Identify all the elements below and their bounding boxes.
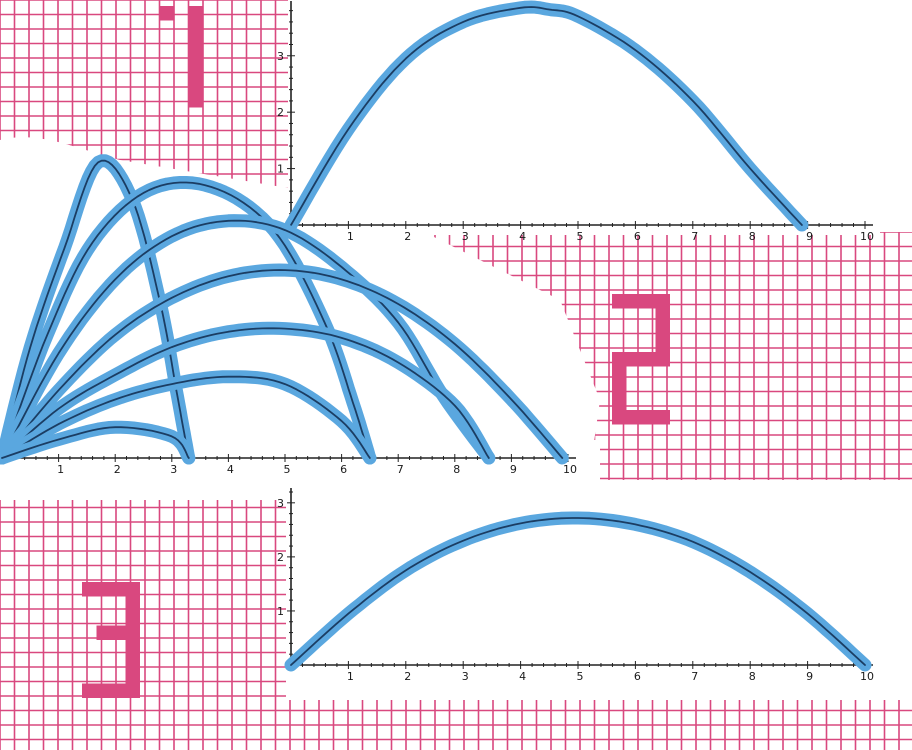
digit-cell: [96, 582, 111, 597]
digit-cell: [612, 366, 627, 381]
series-7-curve: [1, 426, 190, 459]
x-tick-label: 9: [806, 230, 813, 243]
digit-cell: [125, 611, 140, 626]
digit-cell: [612, 395, 627, 410]
x-tick-label: 4: [519, 670, 526, 683]
x-tick-label: 5: [284, 463, 291, 476]
x-tick-label: 9: [510, 463, 517, 476]
x-tick-label: 10: [860, 230, 874, 243]
digit-cell: [125, 683, 140, 698]
x-tick-label: 8: [453, 463, 460, 476]
x-tick-label: 4: [519, 230, 526, 243]
digit-cell: [96, 683, 111, 698]
digit-cell: [641, 352, 656, 367]
digit-two: [612, 294, 670, 425]
x-tick-label: 5: [577, 230, 584, 243]
x-tick-label: 5: [577, 670, 584, 683]
digit-cell: [612, 410, 627, 425]
x-tick-label: 6: [340, 463, 347, 476]
series-5-curve: [1, 327, 490, 459]
series-2-curve: [1, 181, 371, 459]
digit-cell: [82, 582, 97, 597]
digit-cell: [655, 294, 670, 309]
digit-cell: [612, 294, 627, 309]
x-tick-label: 2: [404, 670, 411, 683]
digit-cell: [655, 410, 670, 425]
x-tick-label: 7: [397, 463, 404, 476]
series-3-curve: [1, 219, 490, 459]
digit-cell: [626, 294, 641, 309]
x-tick-label: 10: [860, 670, 874, 683]
digit-cell: [655, 323, 670, 338]
digit-three: [82, 582, 140, 698]
digit-cell: [189, 6, 204, 21]
x-tick-label: 1: [347, 230, 354, 243]
digit-cell: [189, 49, 204, 64]
series-6-curve: [1, 375, 371, 459]
x-tick-label: 3: [170, 463, 177, 476]
chart-trajectory-family: 1 2 3 4 5 6 7 8 9 10: [0, 154, 577, 476]
x-tick-label: 1: [57, 463, 64, 476]
digit-cell: [125, 669, 140, 684]
x-tick-label: 7: [691, 230, 698, 243]
digit-cell: [655, 352, 670, 367]
digit-cell: [125, 654, 140, 669]
y-tick-label: 1: [277, 605, 284, 618]
series-4-curve: [1, 269, 564, 459]
y-tick-label: 3: [277, 50, 284, 63]
digit-cell: [655, 308, 670, 323]
digit-cell: [125, 596, 140, 611]
y-tick-label: 1: [277, 163, 284, 176]
digit-cell: [189, 64, 204, 79]
x-tick-label: 2: [404, 230, 411, 243]
series-1-curve: [290, 517, 866, 666]
digit-cell: [125, 582, 140, 597]
x-tick-label: 4: [227, 463, 234, 476]
y-tick-label: 3: [277, 497, 284, 510]
digit-cell: [189, 35, 204, 50]
series-1-curve: [290, 6, 803, 226]
digit-cell: [82, 683, 97, 698]
digit-cell: [641, 294, 656, 309]
x-tick-label: 1: [347, 670, 354, 683]
white-panel-1: [288, 0, 880, 235]
digit-cell: [160, 6, 175, 21]
x-tick-label: 7: [691, 670, 698, 683]
x-tick-label: 9: [806, 670, 813, 683]
digit-cell: [111, 625, 126, 640]
digit-cell: [125, 640, 140, 655]
digit-cell: [189, 78, 204, 93]
x-tick-label: 6: [634, 230, 641, 243]
digit-cell: [125, 625, 140, 640]
chart-top-right: 1 2 3 4 5 6 7 8 9 10 1 2 3: [277, 0, 874, 243]
x-tick-label: 8: [749, 670, 756, 683]
digit-cell: [655, 337, 670, 352]
white-panel-4: [0, 440, 600, 500]
digit-cell: [111, 582, 126, 597]
x-tick-label: 3: [462, 230, 469, 243]
digit-one: [160, 6, 204, 108]
digit-cell: [612, 352, 627, 367]
digit-cell: [189, 93, 204, 108]
x-tick-label: 2: [114, 463, 121, 476]
digit-cell: [96, 625, 111, 640]
digit-cell: [111, 683, 126, 698]
y-tick-label: 2: [277, 551, 284, 564]
digit-cell: [189, 20, 204, 35]
y-tick-label: 2: [277, 106, 284, 119]
digit-cell: [641, 410, 656, 425]
digit-cell: [626, 410, 641, 425]
x-tick-label: 8: [749, 230, 756, 243]
chart-bottom-right: 1 2 3 4 5 6 7 8 9 10 1 2 3: [277, 488, 874, 683]
x-tick-label: 3: [462, 670, 469, 683]
x-tick-label: 6: [634, 670, 641, 683]
white-panel-3: [286, 480, 912, 700]
pixel-digits: [82, 6, 670, 698]
digit-cell: [626, 352, 641, 367]
digit-cell: [612, 381, 627, 396]
x-tick-label: 10: [563, 463, 577, 476]
